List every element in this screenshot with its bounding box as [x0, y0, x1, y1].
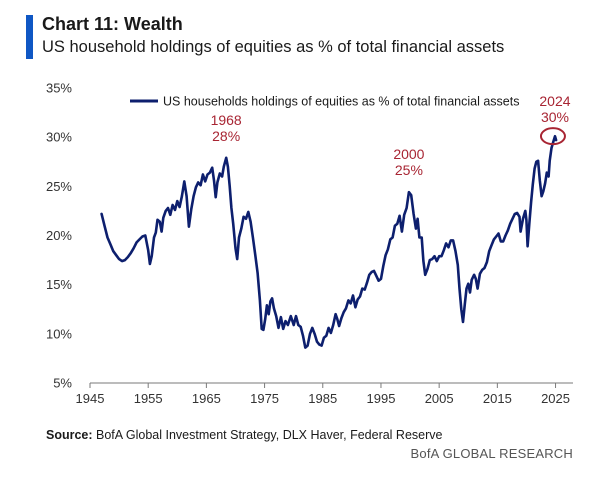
brand-footer: BofA GLOBAL RESEARCH	[410, 446, 573, 461]
y-tick-label: 25%	[46, 179, 72, 194]
x-tick-label: 1965	[192, 391, 221, 406]
series-line	[100, 134, 558, 349]
x-tick-label: 2025	[541, 391, 570, 406]
y-tick-label: 5%	[53, 376, 72, 391]
annotation-year: 2024	[539, 93, 570, 109]
x-tick-label: 1945	[76, 391, 105, 406]
y-tick-label: 20%	[46, 228, 72, 243]
annotation-year: 1968	[211, 112, 242, 128]
x-tick-label: 1955	[134, 391, 163, 406]
x-tick-label: 1975	[250, 391, 279, 406]
source-note: Source: BofA Global Investment Strategy,…	[46, 428, 442, 442]
annotation-value: 30%	[541, 109, 569, 125]
source-label: Source:	[46, 428, 93, 442]
y-tick-label: 35%	[46, 81, 72, 96]
x-tick-label: 1985	[308, 391, 337, 406]
x-tick-label: 2005	[425, 391, 454, 406]
chart-title: Chart 11: Wealth	[42, 14, 183, 34]
legend-label: US households holdings of equities as % …	[163, 95, 519, 109]
x-tick-label: 2015	[483, 391, 512, 406]
chart-subtitle: US household holdings of equities as % o…	[42, 38, 505, 56]
x-tick-label: 1995	[367, 391, 396, 406]
annotation-year: 2000	[393, 146, 424, 162]
y-tick-label: 30%	[46, 130, 72, 145]
annotation-value: 25%	[395, 162, 423, 178]
source-text: BofA Global Investment Strategy, DLX Hav…	[92, 428, 443, 442]
annotation-value: 28%	[212, 128, 240, 144]
title-accent-bar	[26, 15, 33, 59]
line-chart: 5% 10% 15% 20% 25% 30% 35% 1945 1955 1965 1975 1985…	[46, 81, 573, 406]
y-tick-label: 10%	[46, 326, 72, 341]
annotation-circle	[539, 127, 566, 146]
y-tick-label: 15%	[46, 277, 72, 292]
